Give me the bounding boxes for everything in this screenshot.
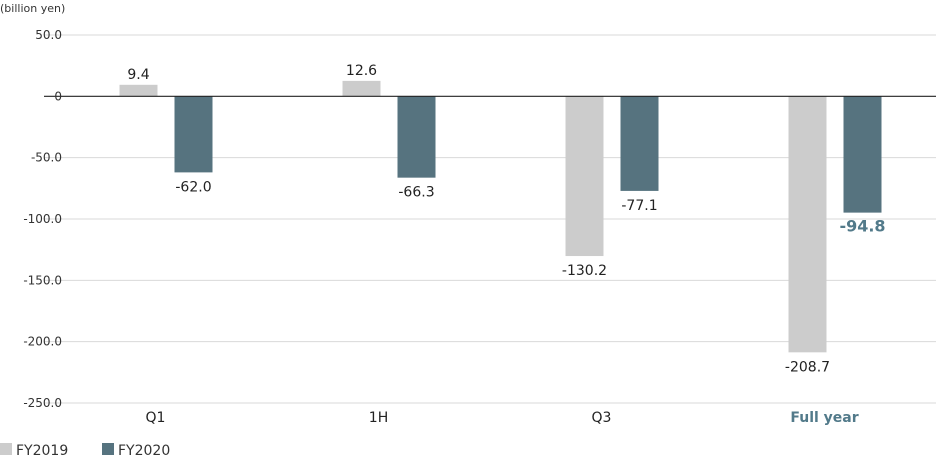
legend-item-fy2020: FY2020 <box>102 443 170 459</box>
bar-fy2019-q3 <box>565 96 604 257</box>
legend-swatch <box>0 443 12 455</box>
y-tick-label: -100.0 <box>23 212 62 226</box>
data-label-fy2019-full-year: -208.7 <box>785 359 830 375</box>
data-label-fy2020-1h: -66.3 <box>398 185 434 201</box>
x-tick-label-q1: Q1 <box>146 410 166 426</box>
legend-swatch <box>102 443 114 455</box>
legend-item-fy2019: FY2019 <box>0 443 68 459</box>
y-tick-label: -250.0 <box>23 396 62 410</box>
bars <box>119 80 882 353</box>
legend: FY2019 FY2020 <box>0 443 170 459</box>
x-tick-label-1h: 1H <box>369 410 388 426</box>
x-tick-label-q3: Q3 <box>592 410 612 426</box>
y-tick-label: 50.0 <box>35 28 62 42</box>
bar-fy2019-full-year <box>788 96 827 353</box>
data-label-fy2019-1h: 12.6 <box>346 63 377 79</box>
bar-fy2020-q1 <box>174 96 213 173</box>
bar-fy2019-1h <box>342 80 381 97</box>
y-tick-label: 0 <box>54 89 62 103</box>
bar-fy2020-q3 <box>620 96 659 191</box>
data-label-fy2019-q3: -130.2 <box>562 263 607 279</box>
data-label-fy2020-q3: -77.1 <box>621 198 657 214</box>
bar-fy2020-full-year <box>843 96 882 213</box>
bar-fy2019-q1 <box>119 84 158 97</box>
data-label-fy2019-q1: 9.4 <box>127 67 149 83</box>
unit-label: (billion yen) <box>0 2 65 15</box>
labels: (billion yen) 50.0 0 -50.0 -100.0 -150.0 -200.… <box>0 2 886 426</box>
data-label-fy2020-q1: -62.0 <box>175 179 211 195</box>
legend-label: FY2019 <box>16 443 68 456</box>
legend-label: FY2020 <box>118 443 170 456</box>
bar-fy2020-1h <box>397 96 436 178</box>
x-tick-label-full-year: Full year <box>790 410 858 426</box>
data-label-fy2020-full-year: -94.8 <box>839 217 885 236</box>
y-tick-label: -150.0 <box>23 273 62 287</box>
y-tick-label: -50.0 <box>31 151 62 165</box>
y-tick-label: -200.0 <box>23 335 62 349</box>
